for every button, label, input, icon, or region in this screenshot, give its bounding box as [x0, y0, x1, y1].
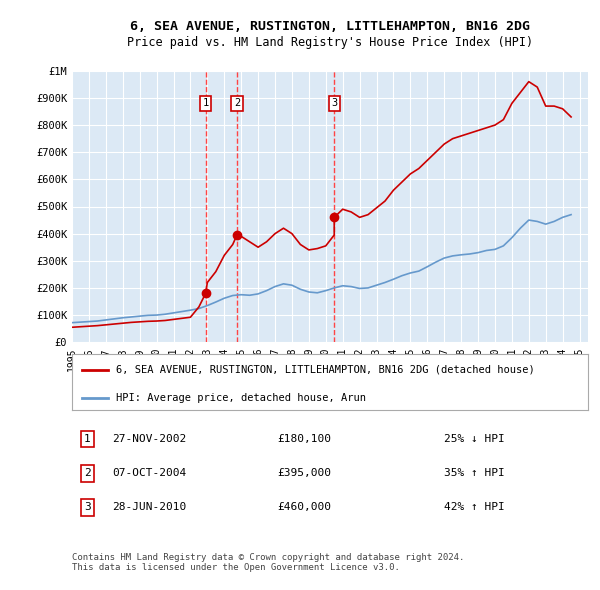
Text: 28-JUN-2010: 28-JUN-2010: [112, 503, 187, 512]
Text: £460,000: £460,000: [277, 503, 331, 512]
Text: 6, SEA AVENUE, RUSTINGTON, LITTLEHAMPTON, BN16 2DG: 6, SEA AVENUE, RUSTINGTON, LITTLEHAMPTON…: [130, 20, 530, 33]
Text: 6, SEA AVENUE, RUSTINGTON, LITTLEHAMPTON, BN16 2DG (detached house): 6, SEA AVENUE, RUSTINGTON, LITTLEHAMPTON…: [116, 365, 535, 375]
Text: 2: 2: [234, 99, 240, 109]
Text: 25% ↓ HPI: 25% ↓ HPI: [443, 434, 504, 444]
Text: 3: 3: [331, 99, 337, 109]
Text: 1: 1: [84, 434, 91, 444]
Text: 3: 3: [84, 503, 91, 512]
Text: £395,000: £395,000: [277, 468, 331, 478]
Text: 42% ↑ HPI: 42% ↑ HPI: [443, 503, 504, 512]
Text: £180,100: £180,100: [277, 434, 331, 444]
Text: 35% ↑ HPI: 35% ↑ HPI: [443, 468, 504, 478]
Text: 1: 1: [203, 99, 209, 109]
Text: 07-OCT-2004: 07-OCT-2004: [112, 468, 187, 478]
Text: Price paid vs. HM Land Registry's House Price Index (HPI): Price paid vs. HM Land Registry's House …: [127, 36, 533, 49]
Text: 27-NOV-2002: 27-NOV-2002: [112, 434, 187, 444]
Text: HPI: Average price, detached house, Arun: HPI: Average price, detached house, Arun: [116, 393, 366, 403]
Text: 2: 2: [84, 468, 91, 478]
Text: Contains HM Land Registry data © Crown copyright and database right 2024.
This d: Contains HM Land Registry data © Crown c…: [72, 553, 464, 572]
